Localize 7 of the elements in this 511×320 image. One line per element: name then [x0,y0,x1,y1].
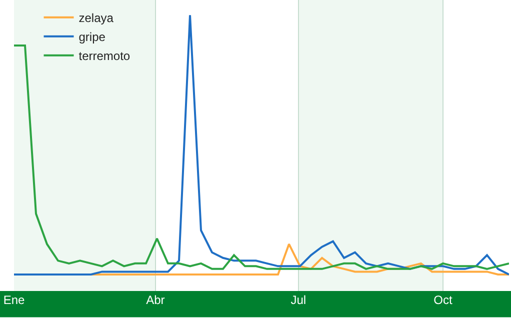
x-tick-label: Abr [146,293,165,307]
legend-label: terremoto [78,49,130,64]
x-tick-label: Jul [290,293,306,307]
x-tick-label: Oct [434,293,453,307]
legend-label: zelaya [78,11,114,26]
legend-label: gripe [78,30,106,44]
x-tick-label: Ene [3,293,25,307]
